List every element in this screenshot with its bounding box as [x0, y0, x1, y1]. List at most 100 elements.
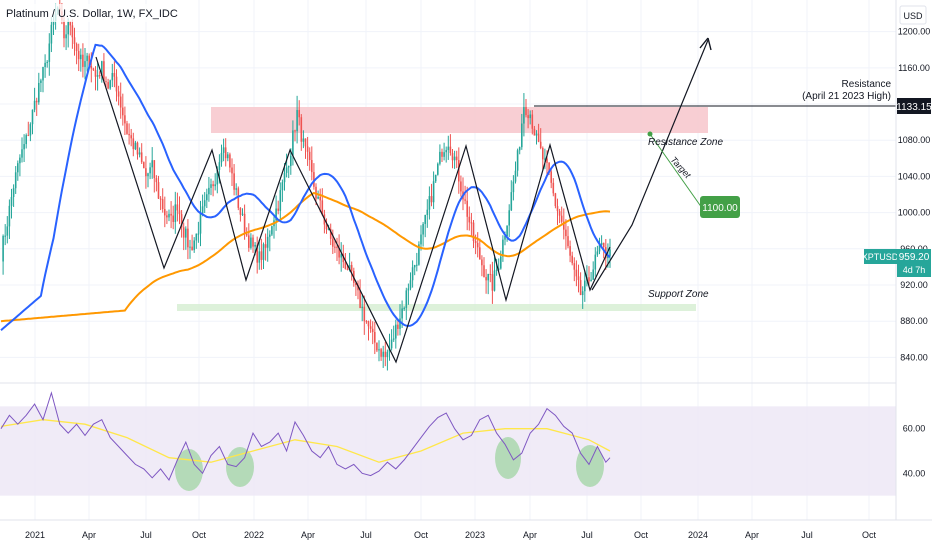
projection-arrowhead	[699, 37, 712, 51]
candle-body	[376, 342, 378, 351]
candle-body	[485, 277, 487, 281]
candle-body	[12, 188, 15, 198]
support-zone-label: Support Zone	[648, 289, 709, 300]
candle-body	[361, 306, 363, 308]
candle-body	[575, 269, 578, 277]
resistance-title: Resistance	[842, 79, 892, 90]
candle-body	[521, 123, 523, 148]
candle-body	[266, 236, 269, 248]
candle-body	[109, 80, 111, 89]
candle-body	[590, 279, 592, 282]
candle-body	[262, 244, 265, 260]
candle-body	[556, 206, 559, 212]
candle-body	[143, 162, 145, 169]
target-value-text: 1100.00	[702, 203, 738, 214]
rsi-highlight-3	[495, 437, 521, 479]
candle-body	[424, 214, 426, 224]
candle-body	[27, 135, 30, 137]
candle-body	[481, 259, 483, 266]
candle-body	[311, 159, 313, 173]
candle-body	[46, 61, 48, 63]
candle-body	[474, 241, 477, 243]
candle-body	[14, 172, 17, 189]
candle-body	[430, 196, 433, 203]
projection-line	[591, 39, 709, 291]
price-tick-5: 1040.00	[898, 171, 931, 181]
candle-body	[271, 226, 273, 235]
candle-body	[497, 268, 500, 270]
candle-body	[224, 147, 227, 159]
candle-body	[523, 107, 525, 124]
time-tick-3: Oct	[192, 530, 207, 540]
candle-body	[82, 54, 84, 67]
candle-body	[235, 188, 237, 190]
rsi-ma-line	[0, 419, 611, 463]
candle-body	[195, 233, 198, 241]
candle-body	[338, 248, 340, 258]
candle-body	[140, 152, 143, 163]
current-price-value: 959.20	[899, 252, 930, 263]
currency-button[interactable]	[899, 5, 927, 25]
candle-body	[38, 82, 40, 103]
candle-body	[75, 44, 78, 51]
candle-body	[155, 178, 158, 183]
candle-body	[260, 251, 263, 260]
candle-body	[269, 234, 271, 237]
candle-body	[254, 244, 256, 247]
candle-body	[577, 276, 580, 281]
candle-body	[151, 160, 153, 168]
time-tick-13: Apr	[745, 530, 759, 540]
candle-body	[35, 100, 38, 103]
price-axis[interactable]: 840.00 880.00 920.00 960.00 1000.00 1040.00 10…	[898, 27, 931, 363]
candle-body	[189, 246, 191, 248]
time-tick-10: Jul	[581, 530, 593, 540]
candle-body	[403, 307, 405, 309]
candle-body	[153, 160, 156, 179]
candle-body	[241, 213, 244, 215]
candle-body	[537, 133, 540, 142]
candle-body	[159, 198, 162, 200]
time-axis[interactable]: 2021 Apr Jul Oct 2022 Apr Jul Oct 2023 Apr Jul Oct 2…	[25, 530, 877, 540]
target-line	[649, 133, 703, 209]
candle-body	[527, 115, 529, 119]
candle-body	[460, 181, 462, 192]
candle-body	[558, 211, 561, 216]
price-tick-1: 880.00	[900, 316, 928, 326]
candle-body	[453, 156, 456, 161]
candle-body	[212, 184, 214, 187]
price-tick-6: 1080.00	[898, 135, 931, 145]
candle-body	[48, 43, 51, 62]
candle-body	[434, 174, 437, 182]
candle-body	[346, 268, 349, 270]
candle-body	[395, 324, 397, 339]
candle-body	[535, 133, 538, 136]
candle-body	[302, 138, 305, 142]
candle-body	[443, 152, 445, 157]
candle-body	[52, 21, 55, 25]
candle-body	[201, 206, 204, 214]
candle-body	[510, 192, 513, 211]
candle-body	[292, 130, 294, 156]
candle-body	[325, 224, 328, 230]
price-tick-9: 1200.00	[898, 27, 931, 37]
candle-body	[258, 251, 261, 263]
candle-body	[115, 76, 118, 92]
price-tick-4: 1000.00	[898, 208, 931, 218]
candle-body	[336, 246, 338, 248]
candle-body	[504, 236, 506, 240]
candle-body	[397, 324, 399, 329]
candle-body	[554, 193, 557, 207]
rsi-highlights	[175, 437, 604, 491]
candle-body	[90, 65, 93, 69]
rsi-axis[interactable]: 40.00 60.00	[903, 424, 926, 479]
candle-body	[208, 187, 210, 195]
candle-body	[65, 34, 67, 39]
candle-body	[147, 173, 149, 177]
ma-fast-line	[0, 43, 611, 331]
resistance-price-badge	[897, 98, 931, 114]
candle-body	[560, 215, 563, 222]
candle-body	[176, 204, 179, 211]
header-title[interactable]: Platinum / U.S. Dollar, 1W, FX_IDC	[6, 8, 178, 20]
candle-body	[390, 339, 393, 349]
candle-body	[94, 69, 97, 77]
